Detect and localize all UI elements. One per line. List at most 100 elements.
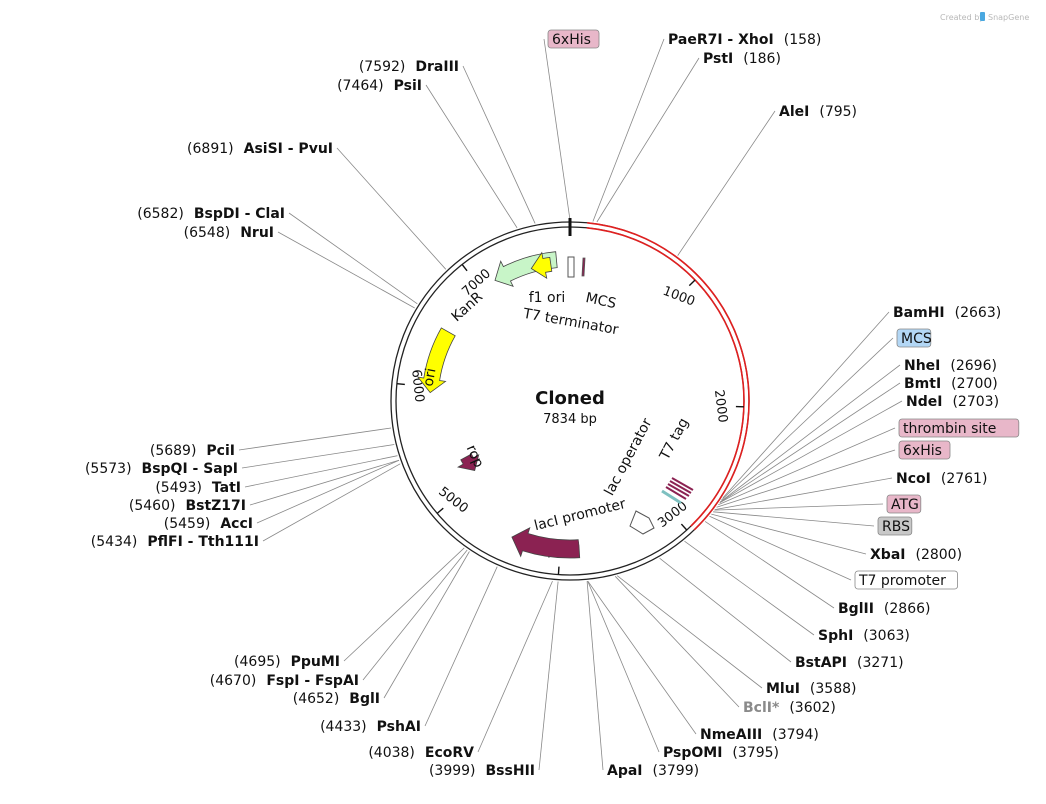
- site-pspomi[interactable]: PspOMI (3795): [663, 745, 779, 761]
- tick-mark-7000: [461, 264, 468, 272]
- paren-open: (: [359, 59, 364, 75]
- site-alei[interactable]: AleI (795): [779, 104, 857, 120]
- site-position-value: 3999: [434, 763, 470, 779]
- site-mcs-feature[interactable]: MCS: [896, 328, 932, 348]
- site-6xhis-feature[interactable]: 6xHis: [898, 440, 951, 460]
- site-bstz17i[interactable]: BstZ17I (5460): [129, 498, 246, 514]
- paren-open: (: [784, 32, 789, 48]
- site-position-value: 795: [825, 104, 852, 120]
- site-bcli-star[interactable]: BclI* (3602): [743, 700, 836, 716]
- site-atg-feature[interactable]: ATG: [886, 494, 922, 514]
- site-position: (5573): [85, 461, 132, 477]
- paren-open: (: [429, 763, 434, 779]
- plasmid-length: 7834 bp: [543, 412, 597, 427]
- site-position: (3795): [732, 745, 779, 761]
- feature-box: [877, 516, 913, 536]
- site-rbs-feature[interactable]: RBS: [877, 516, 913, 536]
- site-ndei[interactable]: NdeI (2703): [906, 394, 999, 410]
- leader-line: [383, 551, 470, 699]
- site-sphi[interactable]: SphI (3063): [818, 628, 910, 644]
- leader-line: [704, 521, 835, 609]
- site-position: (4433): [320, 719, 367, 735]
- leader-line: [262, 463, 401, 542]
- site-thrombin-site-feature[interactable]: thrombin site: [898, 418, 1020, 438]
- site-ncoi[interactable]: NcoI (2761): [896, 471, 987, 487]
- site-position-value: 2761: [946, 471, 982, 487]
- leader-line: [596, 57, 700, 223]
- paren-open: (: [187, 141, 192, 157]
- leader-line: [336, 147, 447, 270]
- site-acci[interactable]: AccI (5459): [164, 516, 253, 532]
- site-bsshii[interactable]: BssHII (3999): [429, 763, 535, 779]
- feature-label-lac-operator: lac operator: [601, 416, 655, 499]
- tick-mark-5000: [436, 507, 444, 514]
- site-nrui[interactable]: NruI (6548): [184, 225, 274, 241]
- paren-close: ): [775, 51, 780, 67]
- site-pshai[interactable]: PshAI (4433): [320, 719, 421, 735]
- site-nmeaiii[interactable]: NmeAIII (3794): [700, 727, 819, 743]
- site-name: BspDI - ClaI: [194, 206, 285, 222]
- site-bamhi[interactable]: BamHI (2663): [893, 305, 1001, 321]
- highlight-segment-inner: [586, 227, 745, 527]
- site-nhei[interactable]: NheI (2696): [904, 358, 997, 374]
- site-t7-promoter-feature[interactable]: T7 promoter: [854, 570, 958, 590]
- site-apai[interactable]: ApaI (3799): [607, 763, 699, 779]
- site-name: BspQI - SapI: [142, 461, 238, 477]
- paren-close: ): [992, 376, 997, 392]
- site-psii[interactable]: PsiI (7464): [337, 78, 422, 94]
- site-bspdi-clai[interactable]: BspDI - ClaI (6582): [137, 206, 285, 222]
- site-bglii[interactable]: BglII (2866): [838, 601, 931, 617]
- site-pcii[interactable]: PciI (5689): [150, 443, 235, 459]
- site-ppumi[interactable]: PpuMI (4695): [234, 654, 340, 670]
- site-fspi-fspai[interactable]: FspI - FspAI (4670): [210, 673, 359, 689]
- his-tag-block: [581, 257, 586, 277]
- feature-label-ori: ori: [421, 367, 440, 388]
- brand-product: SnapGene: [988, 13, 1029, 22]
- site-bmti[interactable]: BmtI (2700): [904, 376, 998, 392]
- feature-label-mcs: MCS: [584, 290, 618, 312]
- brand-created-by: Created by: [940, 13, 984, 22]
- site-mlui[interactable]: MluI (3588): [766, 681, 856, 697]
- paren-close: ): [816, 32, 821, 48]
- site-xbai[interactable]: XbaI (2800): [870, 547, 962, 563]
- site-name: NdeI: [906, 394, 942, 410]
- paren-close: ): [178, 206, 183, 222]
- site-position: (3799): [653, 763, 700, 779]
- site-asisi-pvui[interactable]: AsiSI - PvuI (6891): [187, 141, 333, 157]
- paren-open: (: [91, 534, 96, 550]
- site-position: (2866): [884, 601, 931, 617]
- site-position-value: 2800: [921, 547, 957, 563]
- feature-box: [886, 494, 922, 514]
- paren-open: (: [772, 727, 777, 743]
- paren-open: (: [150, 443, 155, 459]
- site-bgli[interactable]: BglI (4652): [293, 691, 380, 707]
- tick-label-1000: 1000: [661, 284, 697, 310]
- site-6xhis-feature[interactable]: 6xHis: [547, 29, 600, 49]
- site-position-value: 3588: [815, 681, 851, 697]
- feature-box: [896, 328, 932, 348]
- site-bstapi[interactable]: BstAPI (3271): [795, 655, 904, 671]
- paren-close: ): [996, 305, 1001, 321]
- site-position: (3602): [789, 700, 836, 716]
- site-draiii[interactable]: DraIII (7592): [359, 59, 459, 75]
- site-name: BclI*: [743, 700, 780, 716]
- site-name: AsiSI - PvuI: [244, 141, 333, 157]
- leader-line: [592, 38, 665, 222]
- site-name: BglII: [838, 601, 874, 617]
- site-position-value: 2866: [889, 601, 925, 617]
- site-psti[interactable]: PstI (186): [703, 51, 781, 67]
- top-small-features: [567, 256, 586, 278]
- site-name: BmtI: [904, 376, 941, 392]
- paren-close: ): [813, 727, 818, 743]
- site-pflfi-tth111i[interactable]: PflFI - Tth111I (5434): [91, 534, 259, 550]
- site-bspqi-sapi[interactable]: BspQI - SapI (5573): [85, 461, 238, 477]
- site-tati[interactable]: TatI (5493): [155, 480, 241, 496]
- feature-arrow-ori: [416, 327, 456, 394]
- site-paer7i-xhoi[interactable]: PaeR7I - XhoI (158): [668, 32, 821, 48]
- paren-open: (: [732, 745, 737, 761]
- leader-line: [241, 444, 395, 469]
- feature-box-label: thrombin site: [903, 421, 996, 437]
- site-ecorv[interactable]: EcoRV (4038): [368, 745, 474, 761]
- site-position: (4652): [293, 691, 340, 707]
